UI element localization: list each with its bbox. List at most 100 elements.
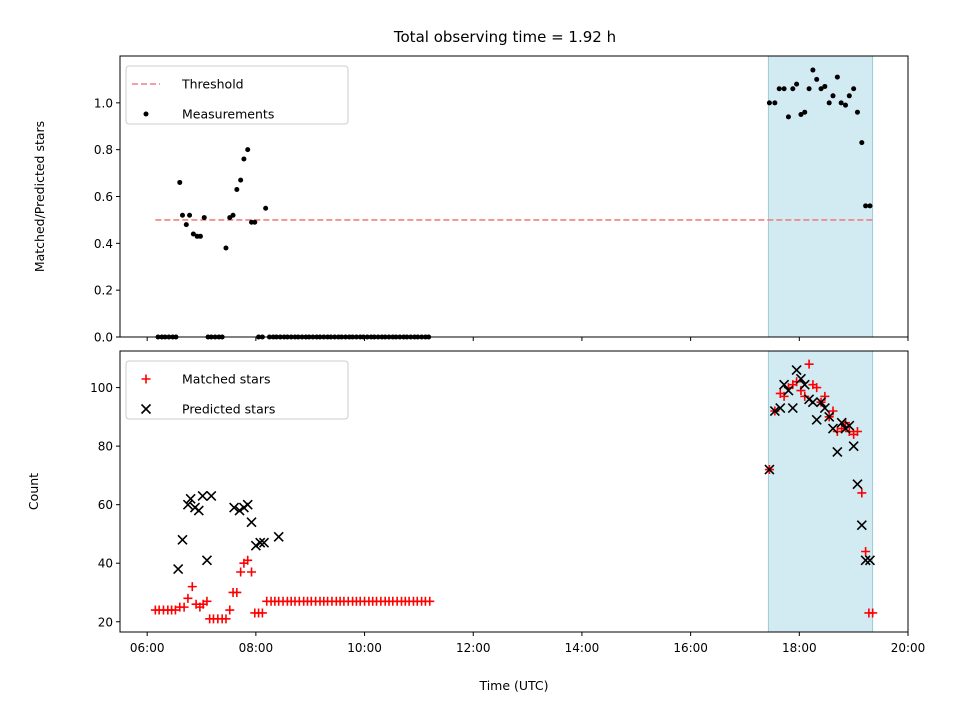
top-y-ticks: 0.0 0.2 0.4 0.6 0.8 1.0 [94, 96, 120, 345]
y-tick-label: 0.2 [94, 284, 113, 298]
matched-star-point [236, 567, 246, 577]
measurement-point [854, 109, 860, 115]
predicted-star-point [229, 502, 240, 513]
measurement-point [772, 100, 778, 106]
predicted-star-point [764, 464, 775, 475]
measurement-point [794, 81, 800, 87]
matched-star-point [232, 587, 242, 597]
matched-star-point [183, 593, 193, 603]
predicted-star-point [791, 364, 802, 376]
measurement-point [766, 100, 772, 106]
measurement-point [814, 76, 820, 82]
predicted-star-point [193, 505, 204, 516]
legend-label: Measurements [182, 107, 274, 122]
predicted-star-point [848, 441, 859, 452]
measurement-point [867, 203, 873, 209]
measurement-point [183, 222, 189, 228]
predicted-star-point [832, 446, 843, 458]
matched-star-point [800, 391, 810, 401]
x-tick-label: 14:00 [565, 641, 600, 655]
legend-predicted-swatch [140, 403, 152, 415]
matched-star-point [257, 608, 267, 618]
predicted-star-point [255, 537, 266, 548]
matched-star-point [247, 567, 257, 577]
measurement-point [826, 100, 832, 106]
y-tick-label: 20 [98, 615, 113, 629]
bottom-y-axis-label: Count [26, 473, 41, 510]
bottom-panel: 06:00 08:00 10:00 12:00 14:00 16:00 18:00 20:00… [26, 350, 926, 693]
measurement-point [197, 233, 203, 239]
legend-box [125, 65, 349, 125]
measurement-point [822, 83, 828, 89]
y-tick-label: 0.8 [94, 143, 113, 157]
predicted-star-point [201, 555, 213, 566]
x-tick-label: 20:00 [891, 641, 926, 655]
bottom-legend: Matched stars Predicted stars [125, 360, 349, 420]
measurement-point [846, 93, 852, 99]
predicted-star-point [182, 499, 193, 510]
x-tick-label: 08:00 [239, 641, 274, 655]
matched-star-point [202, 596, 212, 606]
measurement-point [187, 212, 193, 218]
predicted-star-point [795, 373, 807, 384]
predicted-star-point [250, 540, 261, 551]
matched-star-point [221, 614, 231, 624]
matched-star-point [187, 582, 197, 592]
x-tick-label: 10:00 [347, 641, 382, 655]
matched-star-point [804, 359, 814, 369]
measurement-point [776, 86, 782, 92]
measurement-point [245, 147, 251, 153]
predicted-star-point [779, 379, 790, 390]
predicted-star-point [206, 490, 217, 501]
predicted-star-point [836, 417, 847, 428]
predicted-star-point [827, 423, 839, 434]
predicted-star-point [787, 403, 798, 414]
measurement-point [834, 74, 840, 80]
y-tick-label: 40 [98, 557, 113, 571]
measurement-point [179, 212, 185, 218]
predicted-star-point [852, 479, 863, 490]
measurement-point [177, 179, 183, 185]
y-tick-label: 60 [98, 498, 113, 512]
matched-star-point [779, 391, 789, 401]
predicted-star-point [844, 420, 855, 431]
predicted-star-point [799, 379, 810, 390]
matched-star-point [425, 596, 435, 606]
legend-measurement-swatch [143, 111, 149, 117]
measurement-point [241, 156, 247, 162]
predicted-star-point [242, 499, 253, 510]
matched-star-point [243, 555, 253, 565]
predicted-star-point [234, 505, 245, 516]
top-x-ticks [146, 337, 909, 341]
predicted-star-point [246, 517, 257, 528]
measurement-point [781, 86, 787, 92]
predicted-star-point [173, 564, 184, 575]
measurement-point [190, 231, 196, 237]
legend-label: Threshold [181, 77, 244, 92]
y-tick-label: 80 [98, 440, 113, 454]
bottom-y-ticks: 20 40 60 80 100 [90, 381, 120, 629]
matched-star-point [179, 602, 189, 612]
predicted-star-point [185, 493, 196, 504]
measurement-point [851, 86, 857, 92]
predicted-star-point [769, 405, 780, 417]
top-y-axis-label: Matched/Predicted stars [32, 121, 47, 272]
y-tick-label: 1.0 [94, 96, 113, 110]
measurement-point [785, 114, 791, 120]
matched-star-point [812, 383, 822, 393]
x-tick-label: 06:00 [130, 641, 165, 655]
predicted-star-point [775, 403, 786, 414]
measurement-point [818, 86, 824, 92]
bottom-series [150, 359, 878, 624]
measurement-point [830, 93, 836, 99]
measurement-point [843, 102, 849, 108]
matched-star-point [852, 426, 862, 436]
measurement-point [230, 212, 236, 218]
matched-star-point [857, 488, 867, 498]
chart-title: Total observing time = 1.92 h [393, 28, 616, 46]
predicted-star-point [864, 555, 876, 566]
predicted-star-point [811, 414, 822, 425]
predicted-star-point [860, 555, 871, 566]
bottom-axes-frame [119, 350, 909, 633]
